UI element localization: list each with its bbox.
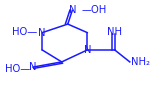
Text: N: N <box>38 28 46 38</box>
Text: HO—: HO— <box>12 27 38 37</box>
Text: —OH: —OH <box>81 5 107 15</box>
Text: N: N <box>84 45 91 55</box>
Text: N: N <box>69 5 76 15</box>
Text: NH: NH <box>107 27 122 37</box>
Text: NH₂: NH₂ <box>131 57 150 67</box>
Text: N: N <box>29 62 37 72</box>
Text: HO—: HO— <box>5 64 30 74</box>
